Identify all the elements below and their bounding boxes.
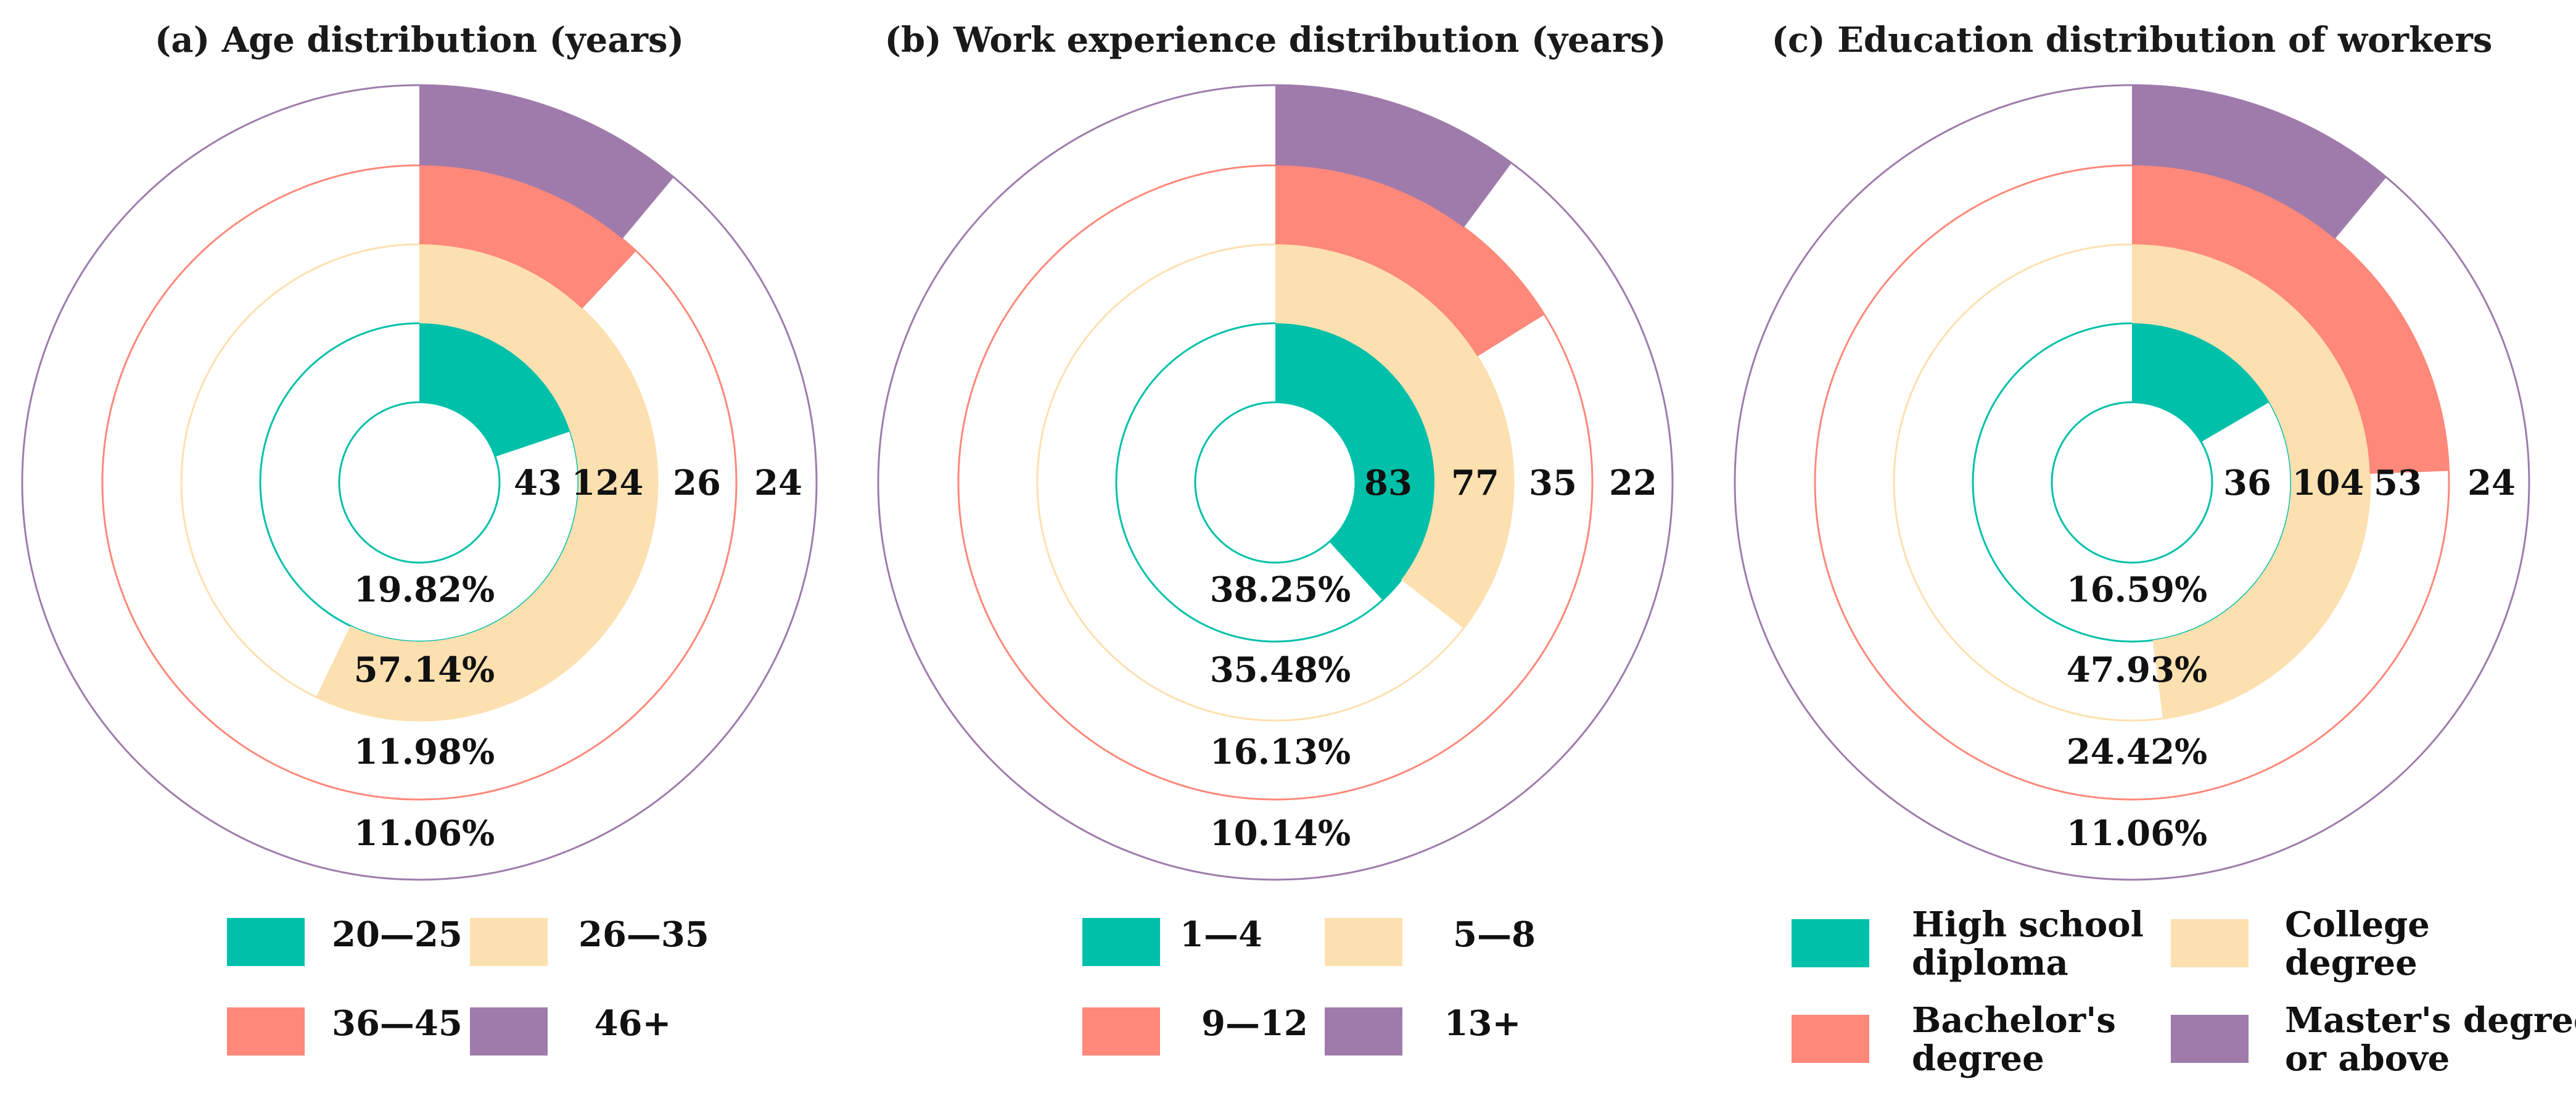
ring-bar-4: [1275, 85, 1512, 228]
legend-label: Bachelor's: [1912, 1000, 2116, 1041]
chart-title: (c) Education distribution of workers: [1772, 20, 2493, 60]
percentage-label: 11.06%: [2067, 813, 2208, 854]
percentage-label: 10.14%: [1210, 813, 1351, 854]
legend-swatch: [1792, 919, 1869, 967]
percentage-label: 19.82%: [354, 569, 495, 610]
value-label: 24: [754, 463, 802, 503]
value-label: 83: [1364, 463, 1412, 503]
legend-swatch: [2171, 919, 2249, 967]
legend-label: degree: [2285, 943, 2418, 983]
legend-swatch: [1082, 1007, 1160, 1056]
ring-bar-4: [2132, 85, 2387, 239]
value-label: 26: [673, 463, 721, 503]
legend-swatch: [1325, 1007, 1402, 1056]
legend-swatch: [1082, 918, 1160, 966]
legend-label: 46+: [595, 1003, 672, 1044]
value-label: 35: [1529, 463, 1577, 503]
ring-bar-1: [2132, 323, 2269, 442]
value-label: 77: [1451, 463, 1499, 503]
legend-label: High school: [1912, 904, 2144, 945]
ring-bar-3: [419, 165, 636, 309]
legend-label: 26—35: [578, 914, 709, 955]
legend-label: 9—12: [1201, 1003, 1308, 1044]
chart-title: (a) Age distribution (years): [155, 20, 684, 60]
legend-label: degree: [1912, 1038, 2044, 1079]
legend-swatch: [227, 1007, 305, 1056]
percentage-label: 57.14%: [354, 650, 495, 690]
ring-bar-1: [419, 323, 570, 457]
value-label: 43: [514, 463, 562, 503]
chart-panel-3: (c) Education distribution of workers 36 1…: [1734, 20, 2576, 1079]
legend-label: College: [2285, 904, 2430, 945]
percentage-label: 35.48%: [1210, 650, 1351, 690]
legend-label: or above: [2285, 1038, 2450, 1079]
chart-panel-2: (b) Work experience distribution (years)…: [877, 20, 1674, 1056]
ring-bar-2: [1275, 244, 1514, 629]
legend-label: 5—8: [1453, 914, 1536, 955]
legend-swatch: [470, 918, 548, 966]
legend-label: 1—4: [1180, 914, 1262, 955]
percentage-label: 16.59%: [2067, 569, 2208, 610]
percentage-label: 11.98%: [354, 732, 495, 772]
value-label: 53: [2374, 463, 2422, 503]
ring-bar-3: [1275, 165, 1545, 357]
legend-swatch: [227, 918, 305, 966]
percentage-label: 11.06%: [354, 813, 495, 854]
legend-label: 13+: [1444, 1003, 1521, 1044]
ring-bar-1: [1275, 323, 1434, 600]
ring-bar-2: [316, 244, 658, 721]
percentage-label: 38.25%: [1210, 569, 1351, 610]
percentage-label: 47.93%: [2067, 650, 2208, 690]
legend-swatch: [1792, 1015, 1869, 1063]
percentage-label: 16.13%: [1210, 732, 1351, 772]
value-label: 36: [2223, 463, 2271, 503]
value-label: 22: [1609, 463, 1657, 503]
ring-outline-inner: [338, 401, 501, 564]
percentage-label: 24.42%: [2067, 732, 2208, 772]
ring-bar-4: [419, 85, 674, 239]
legend-label: diploma: [1912, 943, 2068, 983]
value-label: 24: [2467, 463, 2516, 503]
value-label: 104: [2292, 463, 2364, 503]
legend-label: Master's degree: [2285, 1000, 2576, 1041]
chart-panel-1: (a) Age distribution (years) 43 19.82% 124 5…: [21, 20, 818, 1056]
legend-label: 36—45: [332, 1003, 463, 1044]
legend-swatch: [470, 1007, 548, 1056]
ring-outline-inner: [2051, 401, 2213, 564]
legend-swatch: [1325, 918, 1402, 966]
chart-title: (b) Work experience distribution (years): [885, 20, 1666, 60]
ring-bar-2: [2132, 244, 2370, 719]
legend-label: 20—25: [332, 914, 463, 955]
ring-bar-3: [2132, 165, 2449, 474]
ring-outline-inner: [1194, 401, 1357, 564]
value-label: 124: [572, 463, 644, 503]
legend-swatch: [2171, 1015, 2249, 1063]
